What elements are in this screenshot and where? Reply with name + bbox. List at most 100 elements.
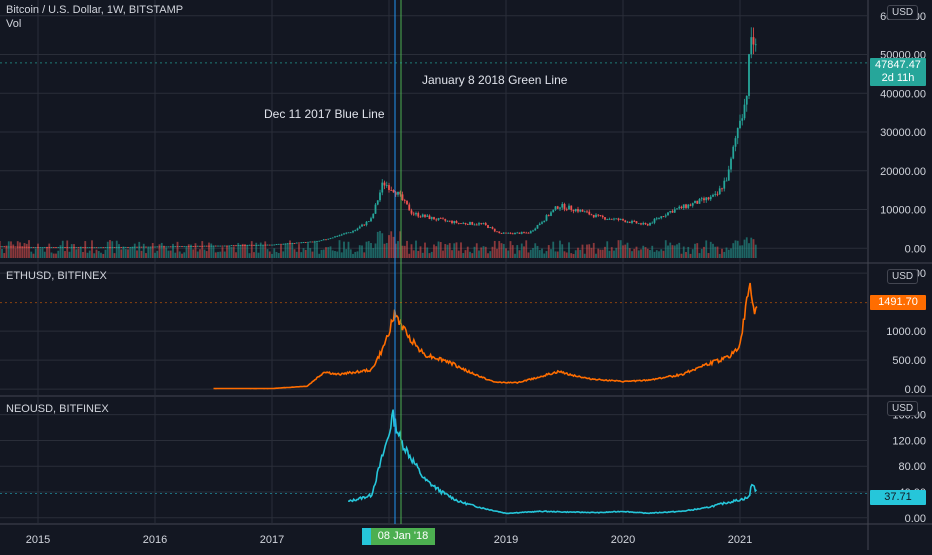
candle-body <box>559 207 561 209</box>
candle-body <box>7 246 10 248</box>
candle-body <box>439 218 442 219</box>
volume-bar <box>451 250 453 258</box>
volume-bar <box>581 244 584 258</box>
candle-body <box>93 247 96 249</box>
volume-bar <box>88 250 91 258</box>
candle-body <box>705 197 708 201</box>
volume-bar <box>219 251 222 258</box>
volume-bar <box>365 241 368 258</box>
candle-body <box>59 247 62 248</box>
candle-body <box>572 209 575 212</box>
volume-bar <box>106 241 109 258</box>
volume-bar <box>554 251 557 258</box>
volume-bar <box>592 242 595 258</box>
candle-body <box>46 247 48 248</box>
volume-bar <box>244 244 246 258</box>
candle-body <box>538 223 541 226</box>
volume-bar <box>709 241 712 258</box>
candle-body <box>622 219 624 221</box>
volume-bar <box>361 245 363 258</box>
candle-body <box>568 205 570 210</box>
candle-body <box>374 204 377 214</box>
neo-currency-button[interactable]: USD <box>887 401 919 416</box>
neo-last-price-tag: 37.71 <box>870 490 926 505</box>
candle-body <box>444 219 447 221</box>
candle-body <box>50 247 53 248</box>
volume-bar <box>109 240 111 258</box>
volume-bar <box>394 243 397 258</box>
btc-currency-button[interactable]: USD <box>887 5 919 20</box>
volume-bar <box>525 240 528 258</box>
volume-bar <box>453 243 456 258</box>
candle-body <box>109 247 111 249</box>
candle-body <box>23 246 26 248</box>
volume-bar <box>160 242 163 258</box>
candle-body <box>687 204 690 208</box>
volume-bar <box>97 250 100 258</box>
volume-bar <box>25 243 28 258</box>
volume-bar <box>59 245 62 258</box>
volume-bar <box>93 253 96 258</box>
volume-bar <box>516 245 519 258</box>
candle-body <box>563 204 566 210</box>
volume-bar <box>75 249 78 258</box>
candle-body <box>689 204 692 206</box>
candle-body <box>586 211 588 213</box>
volume-bar <box>464 250 467 258</box>
volume-bar <box>550 249 552 258</box>
candle-body <box>237 245 240 247</box>
volume-bar <box>390 231 393 258</box>
candle-body <box>194 246 197 247</box>
candle-body <box>552 209 555 213</box>
candle-body <box>28 246 30 248</box>
candle-body <box>617 218 620 220</box>
candle-body <box>201 245 204 247</box>
volume-bar <box>86 252 89 258</box>
candle-body <box>642 223 645 225</box>
volume-bar <box>79 246 82 258</box>
volume-bar <box>169 250 172 258</box>
candle-body <box>41 247 44 248</box>
candle-body <box>82 247 84 249</box>
volume-bar <box>734 240 737 258</box>
candle-body <box>244 245 246 246</box>
candle-body <box>5 246 8 248</box>
y-tick-label: 0.00 <box>905 513 926 525</box>
candle-body <box>601 215 604 218</box>
candle-body <box>489 227 492 228</box>
candle-body <box>113 247 116 248</box>
candle-body <box>716 193 719 195</box>
y-tick-label: 30000.00 <box>880 127 926 139</box>
candle-body <box>12 246 15 248</box>
candle-body <box>698 199 701 204</box>
volume-bar <box>343 241 345 258</box>
volume-bar <box>0 240 1 258</box>
volume-bar <box>505 248 507 258</box>
candle-body <box>577 209 579 212</box>
volume-bar <box>428 253 431 258</box>
volume-bar <box>356 251 359 258</box>
candle-body <box>487 225 489 228</box>
x-tick-label: 2020 <box>611 534 635 546</box>
volume-bar <box>255 242 258 258</box>
volume-bar <box>223 251 226 258</box>
candle-body <box>302 242 305 243</box>
volume-bar <box>41 248 44 258</box>
candle-body <box>649 222 651 226</box>
volume-bar <box>604 246 606 258</box>
volume-bar <box>266 249 269 258</box>
candle-body <box>536 225 539 229</box>
candle-body <box>694 200 696 204</box>
candle-body <box>187 246 190 248</box>
volume-bar <box>178 251 181 258</box>
volume-bar <box>509 241 512 258</box>
candle-body <box>437 218 440 221</box>
volume-bar <box>723 251 726 258</box>
eth-currency-button[interactable]: USD <box>887 269 919 284</box>
candle-body <box>545 215 548 221</box>
candle-body <box>100 247 102 249</box>
candle-body <box>262 244 264 246</box>
candle-body <box>241 245 244 246</box>
